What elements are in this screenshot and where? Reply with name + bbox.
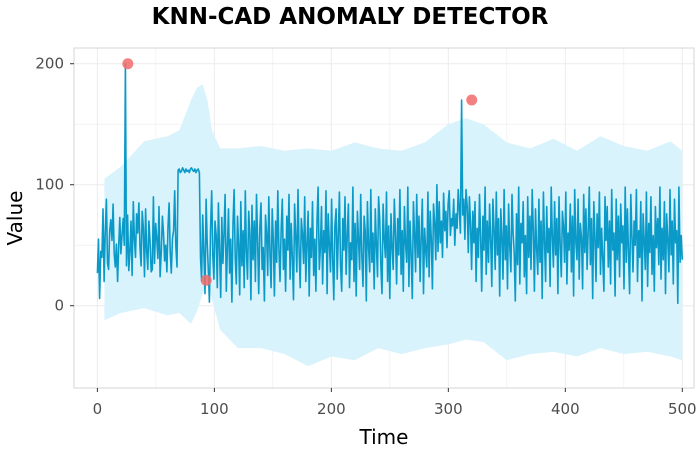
x-axis-ticks: 0 100 200 300 400 500 bbox=[93, 388, 697, 418]
y-tick-label: 200 bbox=[35, 55, 64, 73]
x-axis-title: Time bbox=[359, 425, 409, 449]
y-axis-title: Value bbox=[3, 191, 27, 246]
plot-panel-border bbox=[73, 47, 695, 389]
x-tick-label: 300 bbox=[434, 400, 463, 418]
anomaly-point bbox=[466, 94, 478, 106]
x-tick-label: 100 bbox=[200, 400, 229, 418]
y-tick-label: 100 bbox=[35, 176, 64, 194]
anomaly-points-layer bbox=[122, 58, 478, 286]
x-tick-label: 0 bbox=[93, 400, 103, 418]
x-tick-label: 200 bbox=[317, 400, 346, 418]
y-tick-label: 0 bbox=[54, 297, 64, 315]
anomaly-point bbox=[200, 274, 212, 286]
x-tick-label: 500 bbox=[668, 400, 697, 418]
chart-title: KNN-CAD ANOMALY DETECTOR bbox=[152, 4, 549, 30]
x-tick-label: 400 bbox=[551, 400, 580, 418]
anomaly-point bbox=[122, 58, 134, 70]
series-line bbox=[96, 62, 684, 305]
y-axis-ticks: 0 100 200 bbox=[35, 55, 74, 315]
series-line-layer bbox=[96, 62, 684, 305]
